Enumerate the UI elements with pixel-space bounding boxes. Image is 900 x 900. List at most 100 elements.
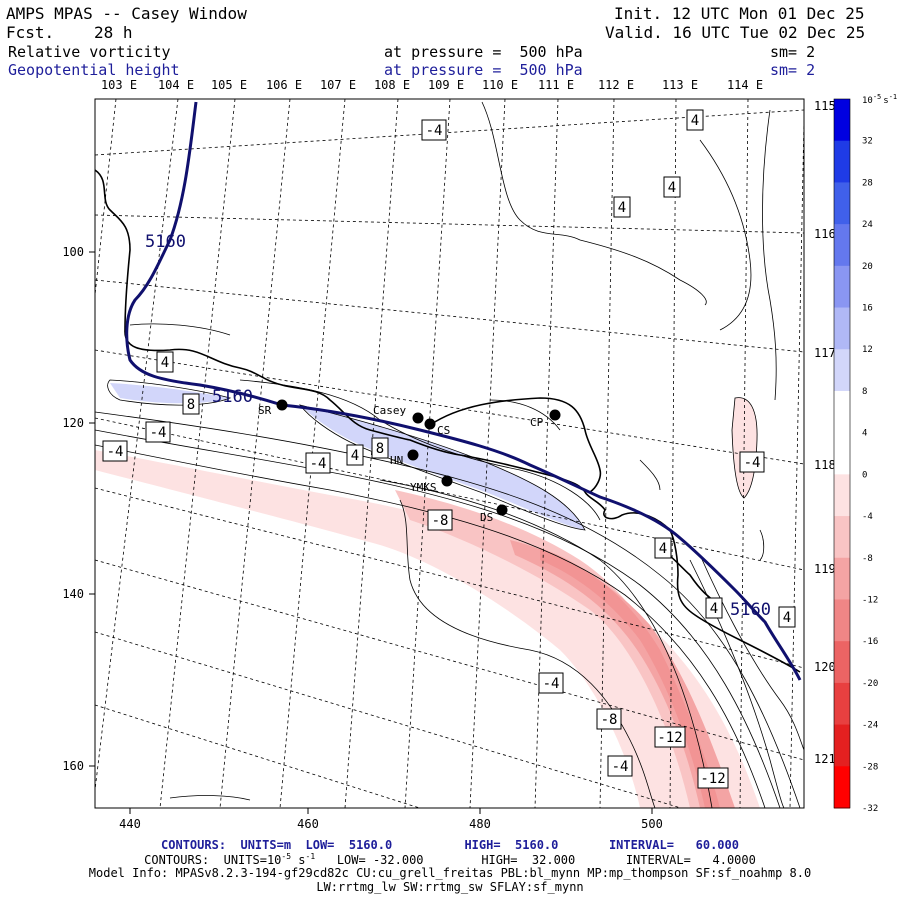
valid-time: Valid. 16 UTC Tue 02 Dec 25: [605, 23, 866, 42]
forecast-hour: 28 h: [94, 23, 133, 42]
lon-label: 113 E: [662, 78, 698, 92]
footer-model-info: Model Info: MPASv8.2.3-194-gf29cd82c CU:…: [88, 866, 812, 880]
colorbar-swatch: [834, 557, 850, 600]
colorbar-label: 16: [862, 304, 873, 314]
station-label: SR: [258, 404, 272, 417]
station-dot: [496, 504, 508, 516]
contour-line-11: [129, 323, 231, 336]
lon-label: 105 E: [211, 78, 247, 92]
contour-line-13: [481, 101, 707, 306]
contour-line-16: [169, 795, 251, 801]
contour-line-14: [762, 109, 777, 401]
colorbar-unit: 10-5 s-1: [862, 93, 897, 106]
height-label: 5160: [730, 600, 771, 620]
colorbar-swatch: [834, 724, 850, 767]
vorticity-label: 4: [618, 200, 626, 216]
coastline-bay: [429, 397, 602, 493]
parallel-3: [95, 279, 804, 353]
contour-line-19: [759, 529, 765, 561]
station-label: HN: [390, 454, 403, 467]
colorbar-swatch: [834, 265, 850, 309]
height-contour: [125, 101, 802, 681]
station-markers: SR Casey CS HN YMKS DS CP: [258, 399, 561, 524]
contour-line-17: [699, 554, 804, 751]
vorticity-label-box: [145, 421, 171, 443]
colorbar-label: 8: [862, 387, 867, 397]
vorticity-label-box: [654, 537, 672, 559]
contour-line-3: [95, 411, 801, 808]
station-label: YMKS: [410, 481, 437, 494]
shading-positive-8: [110, 383, 230, 404]
field1-smoothing: sm= 2: [770, 43, 816, 61]
meridian-105e: [159, 99, 236, 808]
parallel-5: [95, 417, 804, 571]
vorticity-label-box: [427, 509, 453, 531]
vorticity-label: 4: [691, 113, 699, 129]
parallel-6: [95, 487, 804, 669]
vorticity-label: 8: [376, 441, 384, 457]
station-label: CS: [437, 424, 450, 437]
colorbar-label: -16: [862, 637, 878, 647]
shading-positive-8b: [300, 405, 585, 530]
vorticity-label-box: [421, 119, 447, 141]
chart-title: AMPS MPAS -- Casey Window: [6, 4, 247, 23]
colorbar-label: 0: [862, 470, 867, 480]
height-contour-line: [125, 101, 802, 681]
init-time: Init. 12 UTC Mon 01 Dec 25: [614, 4, 865, 23]
colorbar-swatch: [834, 390, 850, 434]
footer-vorticity-units: CONTOURS: UNITS=10: [144, 853, 282, 867]
contour-line-12: [731, 397, 758, 499]
footer-height-contours: CONTOURS: UNITS=m LOW= 5160.0 HIGH= 5160…: [161, 838, 739, 852]
colorbar-label: 12: [862, 345, 873, 355]
colorbar-swatch: [834, 349, 850, 392]
vorticity-label-box: [538, 672, 564, 694]
colorbar: 10-5 s-1 32 28 24 20 16 12 8 4 0 -4 -8 -12 -16 -20 -24 -…: [833, 93, 897, 814]
contour-line-5: [399, 499, 656, 808]
forecast-label: Fcst.: [6, 23, 55, 42]
lon-label: 106 E: [266, 78, 302, 92]
contour-line-10: [639, 459, 661, 491]
x-tick-label: 500: [641, 817, 663, 831]
parallel-2: [95, 214, 804, 234]
meridian-115e: [789, 119, 804, 808]
vorticity-label-box: [371, 437, 389, 459]
vorticity-label: -4: [612, 759, 629, 775]
station-label: CP: [530, 416, 544, 429]
y-tick-label: 100: [62, 245, 84, 259]
height-contour-labels: 5160 5160 5160: [145, 232, 771, 620]
station-dot: [441, 475, 453, 487]
plot-frame: [94, 98, 805, 809]
vorticity-label: 4: [710, 601, 718, 617]
vorticity-label-box: [613, 196, 631, 218]
lon-label: 112 E: [598, 78, 634, 92]
meridian-112e: [599, 99, 615, 808]
longitude-labels-top: 103 E 104 E 105 E 106 E 107 E 108 E 109 …: [101, 78, 763, 92]
colorbar-swatch: [834, 599, 850, 642]
y-tick-label: 120: [62, 416, 84, 430]
vorticity-label: -4: [310, 456, 327, 472]
contour-line-6: [107, 379, 232, 406]
field2-name: Geopotential height: [8, 61, 180, 79]
lon-label: 108 E: [374, 78, 410, 92]
meridian-113e: [669, 99, 677, 808]
parallel-7: [95, 559, 804, 761]
lon-label: 110 E: [482, 78, 518, 92]
station-dot: [412, 412, 424, 424]
vorticity-label-box: [305, 452, 331, 474]
vorticity-label-box: [686, 109, 704, 131]
colorbar-label: -24: [862, 721, 878, 731]
meridian-104e: [95, 99, 179, 791]
footer-units-seconds: s: [291, 853, 306, 867]
colorbar-swatch: [834, 307, 850, 350]
colorbar-swatch: [834, 99, 850, 142]
vorticity-label: -12: [657, 730, 682, 746]
meridian-109e: [404, 99, 451, 808]
station-dot: [407, 449, 419, 461]
contour-line-9: [489, 399, 561, 431]
colorbar-swatch: [834, 641, 850, 684]
meridian-106e: [219, 99, 291, 808]
colorbar-swatch: [834, 224, 850, 267]
contour-line-4: [379, 479, 713, 808]
vorticity-label-box: [705, 597, 723, 619]
colorbar-label: 20: [862, 262, 873, 272]
